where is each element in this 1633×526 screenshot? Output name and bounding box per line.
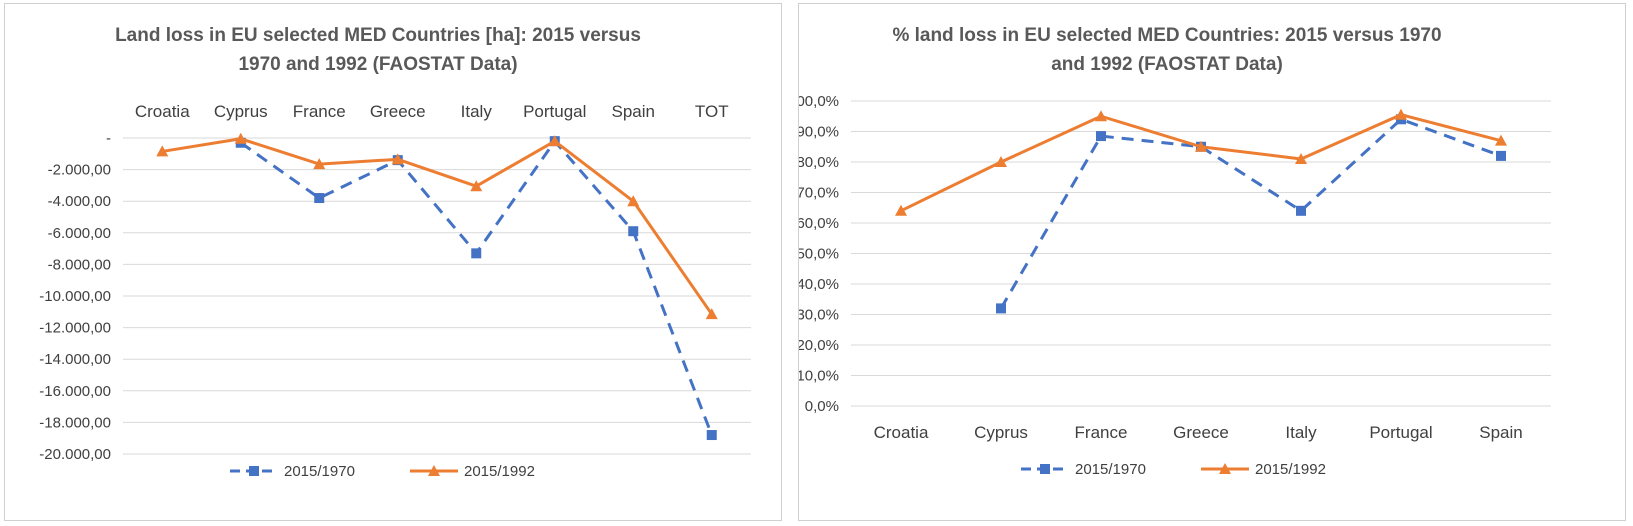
x-category-label: Croatia (135, 102, 190, 121)
x-category-label: TOT (695, 102, 729, 121)
x-category-label: Italy (1285, 423, 1317, 442)
data-point-marker (471, 248, 482, 259)
x-category-label: Portugal (523, 102, 586, 121)
y-tick-label: -2.000,00 (48, 162, 111, 179)
y-tick-label: - (106, 130, 111, 147)
data-point-marker (1295, 152, 1307, 164)
chart-title-line: and 1992 (FAOSTAT Data) (1051, 54, 1283, 75)
data-point-marker (234, 132, 247, 144)
data-point-marker (628, 226, 639, 237)
data-point-marker (470, 180, 483, 192)
y-tick-label: -4.000,00 (48, 193, 111, 210)
x-category-label: Portugal (1369, 423, 1432, 442)
data-point-marker (995, 156, 1007, 167)
y-tick-label: -8.000,00 (48, 256, 111, 273)
y-tick-label: 0,0% (805, 398, 839, 415)
chart-title-line: 1970 and 1992 (FAOSTAT Data) (238, 54, 517, 75)
y-tick-label: -20.000,00 (39, 446, 111, 463)
data-point-marker (895, 204, 907, 216)
data-point-marker (996, 303, 1006, 314)
y-tick-label: 40,0% (799, 276, 839, 293)
x-category-label: Greece (1173, 423, 1229, 442)
data-point-marker (548, 135, 561, 147)
y-tick-label: 30,0% (799, 307, 839, 324)
chart-panel-land-loss-ha: Land loss in EU selected MED Countries [… (4, 3, 782, 521)
data-point-marker (1495, 134, 1507, 146)
x-category-label: Greece (370, 102, 426, 121)
y-tick-label: 90,0% (799, 124, 839, 141)
y-tick-label: 50,0% (799, 246, 839, 263)
y-tick-label: 20,0% (799, 337, 839, 354)
legend-label: 2015/1970 (284, 463, 355, 480)
data-point-marker (313, 158, 326, 170)
x-category-label: Cyprus (214, 102, 268, 121)
y-tick-label: -6.000,00 (48, 225, 111, 242)
y-tick-label: 100,0% (799, 93, 839, 110)
data-point-marker (1296, 205, 1306, 216)
y-tick-label: 60,0% (799, 215, 839, 232)
y-tick-label: 80,0% (799, 154, 839, 171)
x-category-label: France (1075, 423, 1128, 442)
data-point-marker (1395, 108, 1407, 120)
data-point-marker (156, 145, 169, 157)
y-tick-label: -10.000,00 (39, 288, 111, 305)
chart-title-line: Land loss in EU selected MED Countries [… (115, 25, 641, 46)
y-tick-label: -14.000,00 (39, 351, 111, 368)
y-tick-label: -18.000,00 (39, 414, 111, 431)
x-category-label: France (293, 102, 346, 121)
data-point-marker (314, 193, 325, 204)
legend-label: 2015/1970 (1075, 461, 1146, 478)
chart-title-line: % land loss in EU selected MED Countries… (892, 25, 1441, 46)
chart-land-loss-percent: % land loss in EU selected MED Countries… (799, 25, 1551, 478)
x-category-label: Spain (1479, 423, 1522, 442)
chart-panel-land-loss-percent: % land loss in EU selected MED Countries… (798, 3, 1626, 521)
chart-land-loss-ha: Land loss in EU selected MED Countries [… (39, 25, 751, 480)
series-line (162, 137, 713, 316)
data-point-marker (391, 153, 404, 165)
y-tick-label: -12.000,00 (39, 320, 111, 337)
legend-marker (1040, 464, 1050, 474)
legend-marker (249, 466, 259, 476)
series-line (999, 117, 1502, 310)
legend-label: 2015/1992 (1255, 461, 1326, 478)
legend-marker (428, 465, 440, 476)
x-category-label: Cyprus (974, 423, 1028, 442)
data-point-marker (706, 430, 717, 441)
legend-marker (1219, 463, 1231, 474)
x-category-label: Spain (612, 102, 655, 121)
y-tick-label: -16.000,00 (39, 383, 111, 400)
data-point-marker (1095, 110, 1107, 122)
y-tick-label: 10,0% (799, 368, 839, 385)
data-point-marker (627, 195, 640, 207)
data-point-marker (1195, 140, 1207, 152)
data-point-marker (1096, 131, 1106, 142)
data-point-marker (1496, 150, 1506, 161)
series-line (900, 113, 1502, 213)
x-category-label: Italy (461, 102, 493, 121)
x-category-label: Croatia (874, 423, 929, 442)
legend-label: 2015/1992 (464, 463, 535, 480)
data-point-marker (705, 308, 718, 320)
y-tick-label: 70,0% (799, 185, 839, 202)
